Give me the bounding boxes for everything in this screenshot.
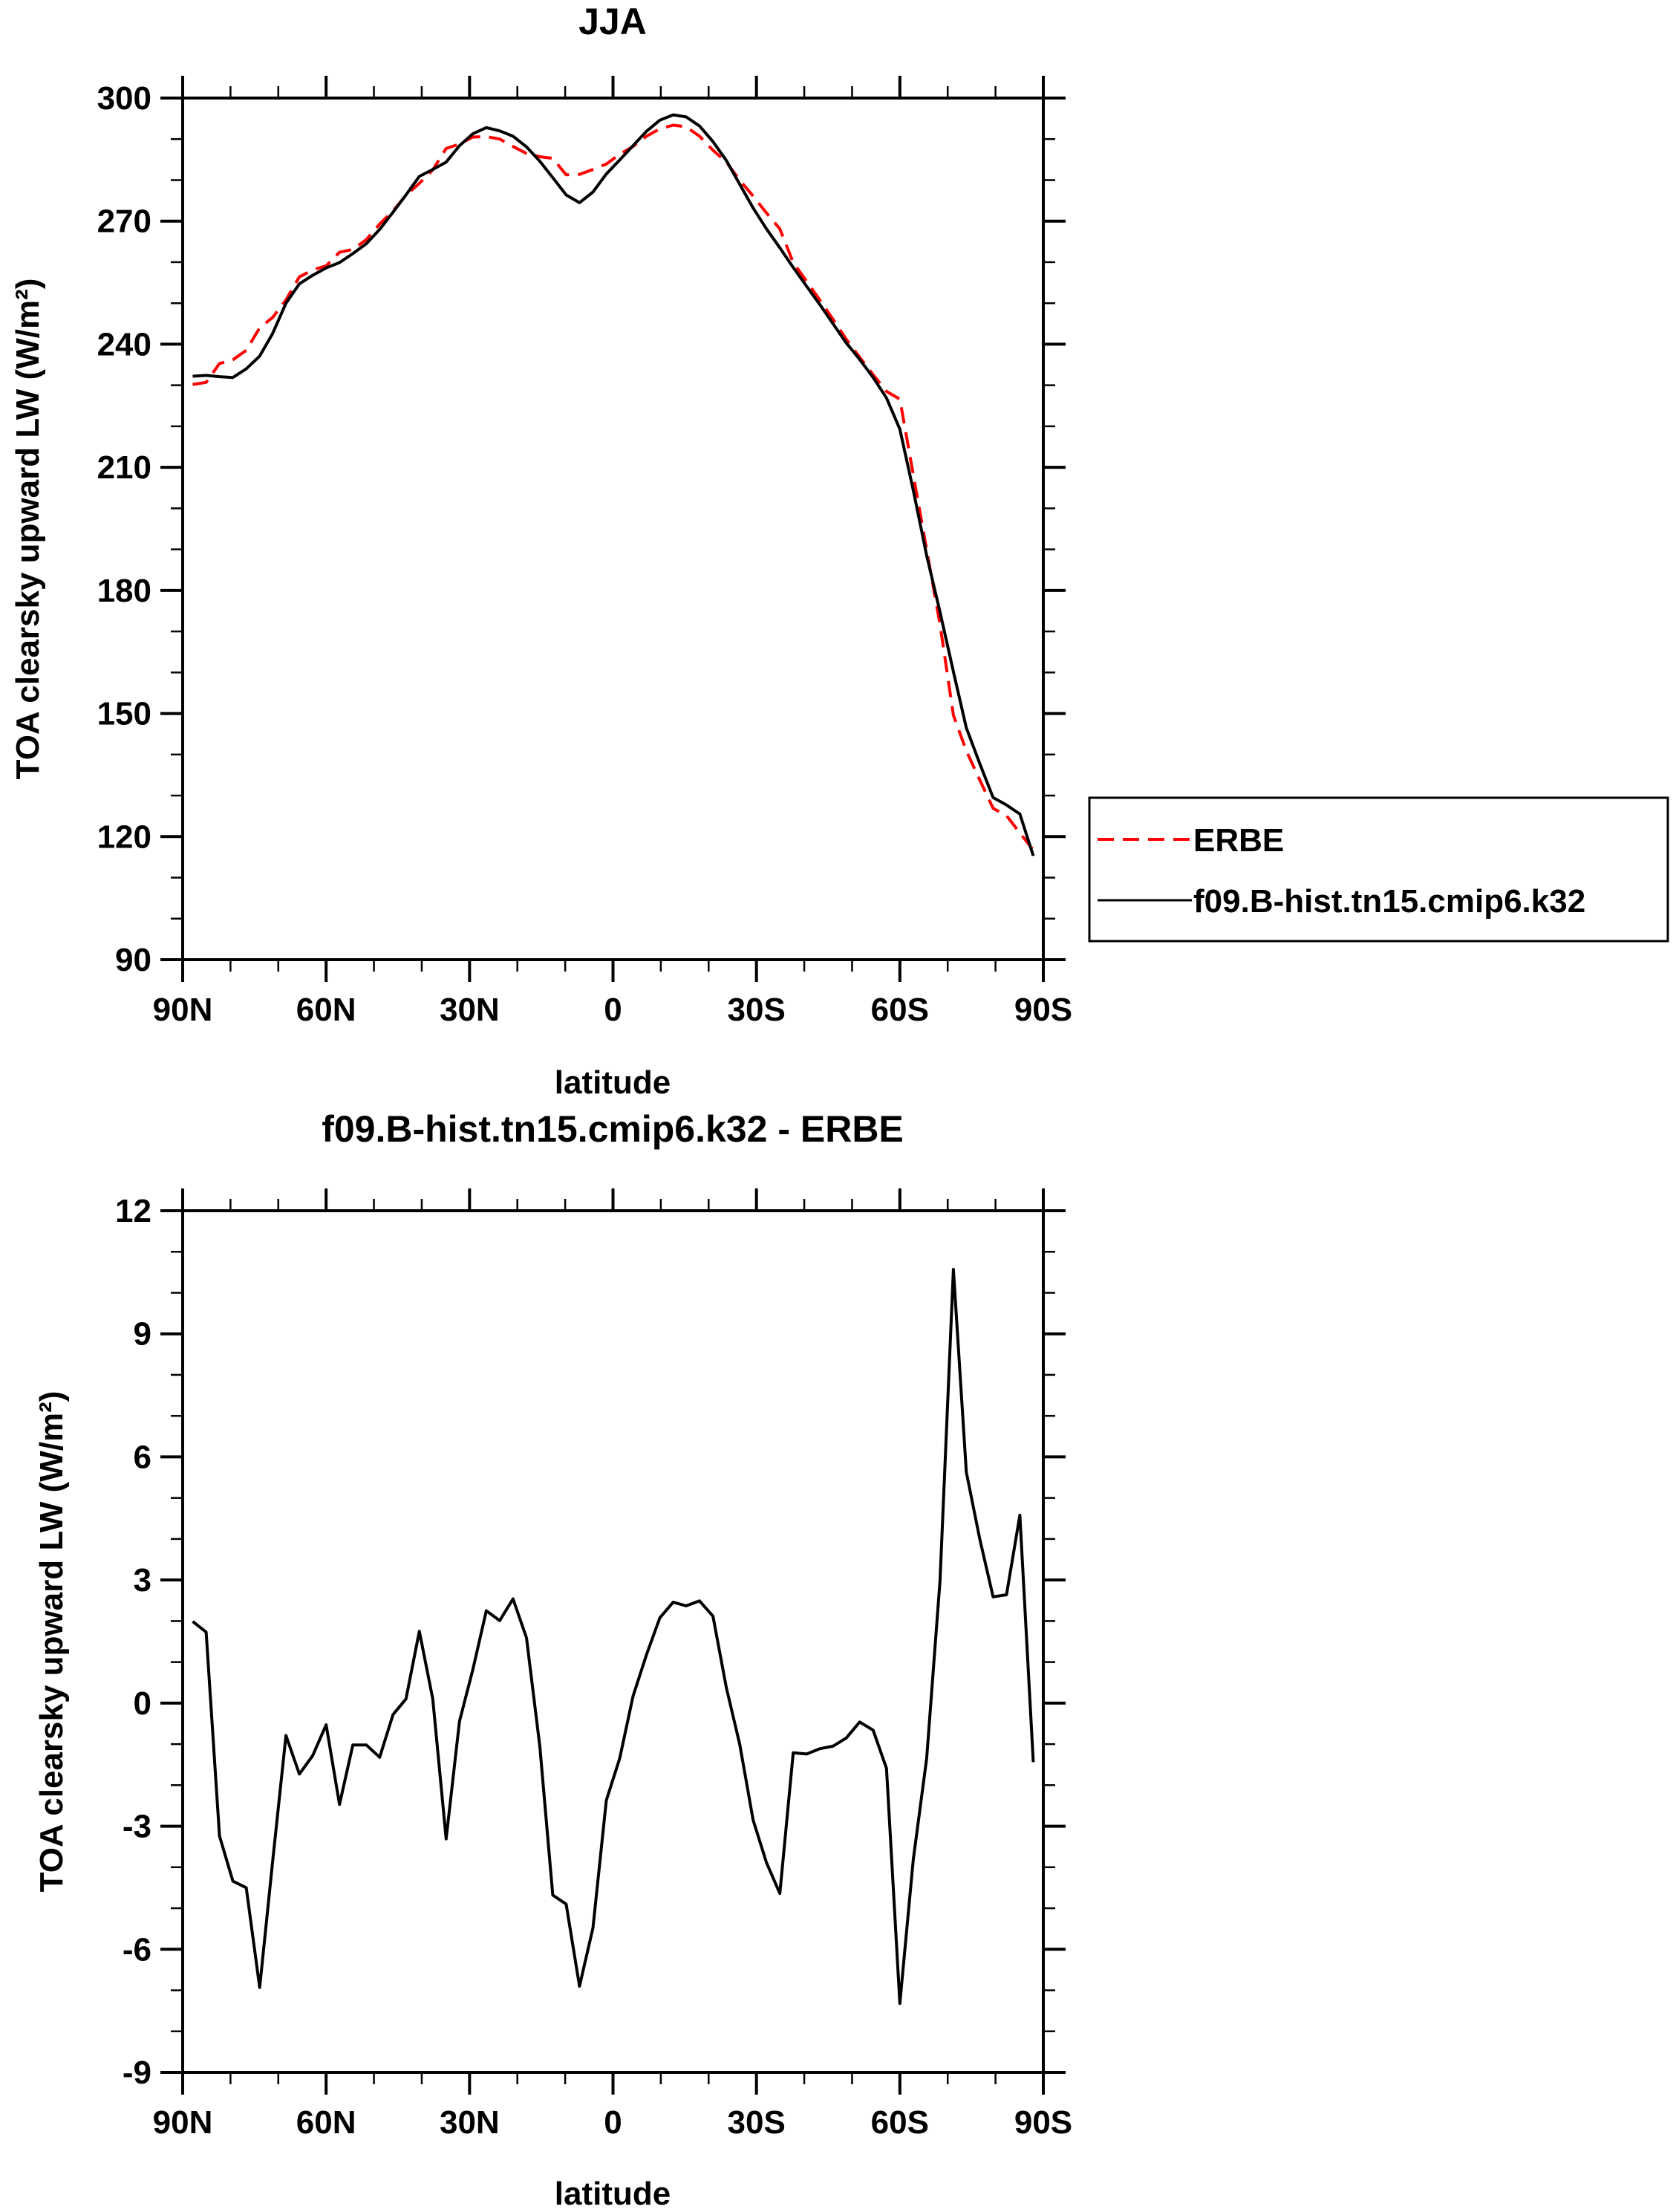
y-tick-label: 150: [97, 696, 151, 732]
y-tick-label: 270: [97, 204, 151, 240]
y-tick-label: 300: [97, 80, 151, 117]
top-plot-xlabel: latitude: [555, 1064, 671, 1101]
y-tick-label: -3: [123, 1809, 151, 1845]
series-line-difference: [192, 1268, 1035, 2006]
x-tick-label: 60S: [871, 992, 929, 1028]
top-plot-ylabel: TOA clearsky upward LW (W/m²): [10, 279, 46, 780]
top-plot-jja: JJA latitude TOA clearsky upward LW (W/m…: [10, 1, 1072, 1101]
plot-frame: [181, 97, 1045, 961]
bottom-plot-difference: f09.B-hist.tn15.cmip6.k32 - ERBE latitud…: [33, 1108, 1072, 2212]
series-line-f09-b-hist-tn15-cmip6-k32: [192, 113, 1035, 856]
y-tick-label: 3: [134, 1562, 151, 1598]
x-tick-label: 30S: [728, 992, 786, 1028]
x-tick-label: 60S: [871, 2104, 929, 2141]
y-tick-label: 0: [134, 1685, 151, 1722]
legend: ERBE f09.B-hist.tn15.cmip6.k32: [1088, 796, 1669, 943]
y-tick-label: 6: [134, 1439, 151, 1475]
x-tick-label: 90S: [1014, 992, 1072, 1028]
x-tick-label: 60N: [296, 2104, 356, 2141]
series-line-erbe: [192, 123, 1035, 851]
legend-erbe-label: ERBE: [1193, 822, 1284, 859]
x-tick-label: 30N: [440, 2104, 500, 2141]
legend-box: [1088, 796, 1669, 943]
bottom-plot-ylabel: TOA clearsky upward LW (W/m²): [33, 1391, 70, 1893]
y-tick-label: 90: [115, 942, 151, 978]
y-tick-label: -9: [123, 2055, 151, 2091]
legend-model-label: f09.B-hist.tn15.cmip6.k32: [1193, 883, 1585, 920]
bottom-plot-xlabel: latitude: [555, 2176, 671, 2212]
bottom-plot-title: f09.B-hist.tn15.cmip6.k32 - ERBE: [322, 1108, 904, 1150]
y-tick-label: 9: [134, 1316, 151, 1353]
x-tick-label: 0: [604, 2104, 622, 2141]
y-tick-label: 180: [97, 573, 151, 609]
plot-frame: [181, 1209, 1045, 2074]
x-tick-label: 90N: [153, 2104, 213, 2141]
x-tick-label: 30S: [728, 2104, 786, 2141]
x-tick-label: 90N: [153, 992, 213, 1028]
x-tick-label: 90S: [1014, 2104, 1072, 2141]
top-plot-title: JJA: [578, 1, 647, 42]
y-tick-label: 240: [97, 326, 151, 362]
x-tick-label: 60N: [296, 992, 356, 1028]
x-tick-label: 30N: [440, 992, 500, 1028]
y-tick-label: 120: [97, 819, 151, 855]
y-tick-label: 12: [115, 1193, 151, 1229]
y-tick-label: -6: [123, 1931, 151, 1968]
y-tick-label: 210: [97, 449, 151, 486]
x-tick-label: 0: [604, 992, 622, 1028]
